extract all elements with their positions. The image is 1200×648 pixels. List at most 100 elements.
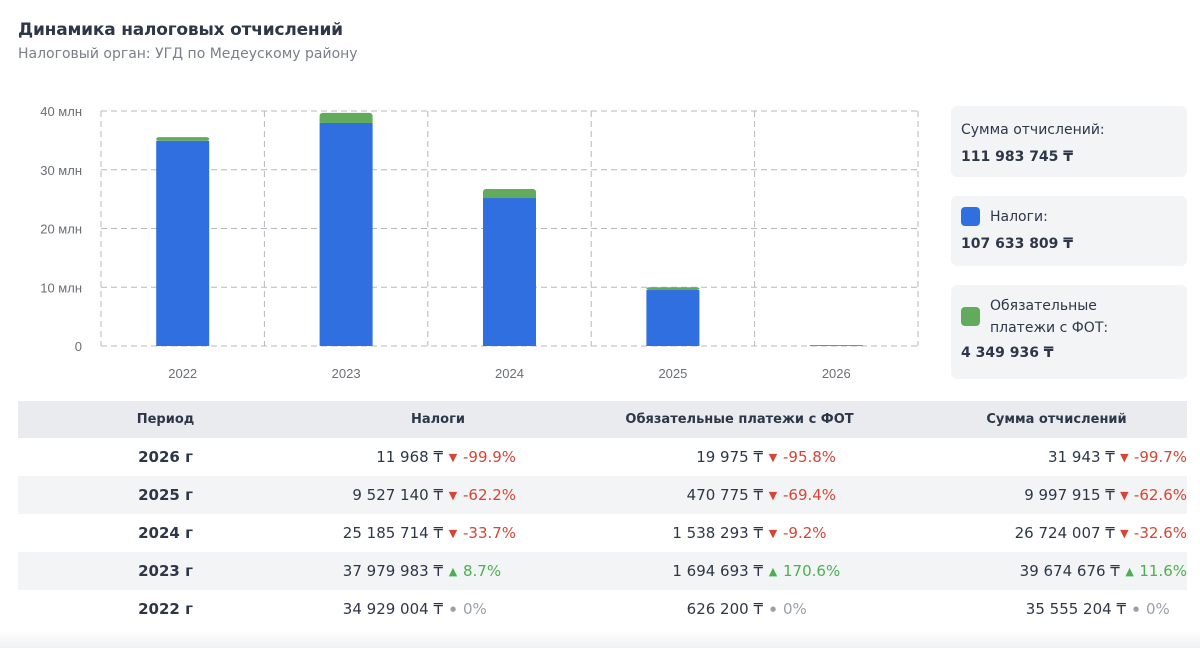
header-sum[interactable]: Сумма отчислений <box>986 412 1127 427</box>
cell-amount: 1 694 693 ₸ <box>672 562 763 580</box>
cell-amount: 9 527 140 ₸ <box>352 486 443 504</box>
summary-fot-card[interactable]: Обязательные платежи с ФОТ: 4 349 936 ₸ <box>951 285 1187 379</box>
cell-period: 2025 г <box>138 486 193 504</box>
cell-amount: 34 929 004 ₸ <box>342 600 443 618</box>
table-cell: 35 555 204 ₸ ● 0% <box>886 600 1187 618</box>
trend-neutral-icon: ● <box>449 605 457 613</box>
page-title: Динамика налоговых отчислений <box>18 20 343 40</box>
summary-total-card: Сумма отчислений: 111 983 745 ₸ <box>951 106 1187 177</box>
cell-amount: 470 775 ₸ <box>686 486 763 504</box>
cell-amount: 1 538 293 ₸ <box>672 524 763 542</box>
table-cell: 11 968 ₸ ▼ -99.9% <box>313 448 533 466</box>
header-taxes[interactable]: Налоги <box>410 412 465 427</box>
table-cell: 470 775 ₸ ▼ -69.4% <box>533 486 886 504</box>
table-body: 2026 г 11 968 ₸ ▼ -99.9% 19 975 ₸ ▼ -95.8% 31 9… <box>18 438 1187 628</box>
cell-change-percent: -62.6% <box>1133 486 1187 504</box>
fot-legend-swatch-icon <box>961 307 980 326</box>
cell-change-percent: -9.2% <box>783 524 827 542</box>
cell-change-percent: 8.7% <box>463 562 502 580</box>
trend-up-icon: ▲ <box>448 564 458 578</box>
table-cell: 1 694 693 ₸ ▲ 170.6% <box>533 562 886 580</box>
cell-change-percent: 0% <box>463 600 487 618</box>
table-row[interactable]: 2022 г 34 929 004 ₸ ● 0% 626 200 ₸ ● 0% 35 555 … <box>18 590 1187 628</box>
trend-neutral-icon: ● <box>769 605 777 613</box>
cell-amount: 37 979 983 ₸ <box>342 562 443 580</box>
summary-taxes-label: Налоги: <box>990 209 1048 225</box>
header-fot[interactable]: Обязательные платежи с ФОТ <box>625 412 854 427</box>
table-header: Период Налоги Обязательные платежи с ФОТ… <box>18 401 1187 438</box>
bar-taxes-2024[interactable] <box>483 198 536 346</box>
table-cell: 37 979 983 ₸ ▲ 8.7% <box>313 562 533 580</box>
table-cell: 34 929 004 ₸ ● 0% <box>313 600 533 618</box>
table-row[interactable]: 2024 г 25 185 714 ₸ ▼ -33.7% 1 538 293 ₸ ▼ -9.… <box>18 514 1187 552</box>
page-subtitle: Налоговый орган: УГД по Медеускому район… <box>18 46 358 62</box>
bar-segment-joint <box>483 194 536 199</box>
cell-change-percent: -32.6% <box>1133 524 1187 542</box>
cell-period: 2024 г <box>138 524 193 542</box>
cell-change-percent: 0% <box>1146 600 1170 618</box>
cell-change-percent: -95.8% <box>783 448 837 466</box>
trend-down-icon: ▼ <box>1120 450 1129 464</box>
cell-period: 2023 г <box>138 562 193 580</box>
trend-down-icon: ▼ <box>1120 488 1129 502</box>
summary-fot-label-line2: платежи с ФОТ: <box>990 320 1109 336</box>
y-tick-label: 10 млн <box>40 280 82 295</box>
trend-down-icon: ▼ <box>1120 526 1129 540</box>
cell-change-percent: 170.6% <box>783 562 841 580</box>
bar-taxes-2022[interactable] <box>156 140 210 346</box>
bar-fot-2025[interactable] <box>646 287 700 291</box>
tax-chart: 0 10 млн 20 млн 30 млн 40 млн 2022 2023 2024 202… <box>20 95 940 395</box>
cell-amount: 19 975 ₸ <box>696 448 763 466</box>
cell-amount: 626 200 ₸ <box>686 600 763 618</box>
header: Динамика налоговых отчислений Налоговый … <box>18 20 358 62</box>
cell-period: 2022 г <box>138 600 193 618</box>
cell-amount: 25 185 714 ₸ <box>342 524 443 542</box>
bar-fot-2026[interactable] <box>809 345 863 346</box>
bar-fot-2022[interactable] <box>156 137 210 141</box>
header-period[interactable]: Период <box>136 412 195 427</box>
cell-amount: 35 555 204 ₸ <box>1025 600 1126 618</box>
trend-down-icon: ▼ <box>768 450 778 464</box>
table-row[interactable]: 2023 г 37 979 983 ₸ ▲ 8.7% 1 694 693 ₸ ▲ 170.6… <box>18 552 1187 590</box>
bar-taxes-2025[interactable] <box>646 290 700 346</box>
table-cell: 26 724 007 ₸ ▼ -32.6% <box>886 524 1187 542</box>
cell-amount: 39 674 676 ₸ <box>1019 562 1120 580</box>
trend-down-icon: ▼ <box>448 488 458 502</box>
table-cell: 25 185 714 ₸ ▼ -33.7% <box>313 524 533 542</box>
table-cell: 1 538 293 ₸ ▼ -9.2% <box>533 524 886 542</box>
cell-amount: 9 997 915 ₸ <box>1024 486 1115 504</box>
x-tick-label: 2024 <box>495 366 524 381</box>
trend-down-icon: ▼ <box>448 450 458 464</box>
trend-down-icon: ▼ <box>768 526 778 540</box>
summary-fot-value: 4 349 936 ₸ <box>961 345 1054 361</box>
x-tick-label: 2023 <box>332 366 361 381</box>
summary-fot-label-line1: Обязательные <box>990 298 1097 314</box>
y-tick-label: 30 млн <box>40 163 82 178</box>
cell-change-percent: 0% <box>783 600 807 618</box>
cell-period: 2026 г <box>138 448 193 466</box>
trend-down-icon: ▼ <box>448 526 458 540</box>
trend-up-icon: ▲ <box>1125 564 1134 578</box>
table-row[interactable]: 2026 г 11 968 ₸ ▼ -99.9% 19 975 ₸ ▼ -95.8% 31 9… <box>18 438 1187 476</box>
summary-taxes-value: 107 633 809 ₸ <box>961 236 1074 252</box>
cell-change-percent: -33.7% <box>463 524 517 542</box>
x-tick-label: 2026 <box>822 366 851 381</box>
cell-change-percent: 11.6% <box>1139 562 1187 580</box>
taxes-legend-swatch-icon <box>961 207 980 226</box>
summary-taxes-card[interactable]: Налоги: 107 633 809 ₸ <box>951 196 1187 266</box>
cell-amount: 26 724 007 ₸ <box>1014 524 1115 542</box>
bar-segment-joint <box>319 118 373 123</box>
x-tick-label: 2022 <box>168 366 197 381</box>
bar-taxes-2023[interactable] <box>319 122 373 346</box>
bottom-fade <box>0 630 1200 648</box>
chart-svg: 0 10 млн 20 млн 30 млн 40 млн 2022 2023 2024 202… <box>40 104 919 381</box>
cell-change-percent: -99.7% <box>1133 448 1187 466</box>
table-cell: 9 997 915 ₸ ▼ -62.6% <box>886 486 1187 504</box>
period-table: Период Налоги Обязательные платежи с ФОТ… <box>18 401 1187 628</box>
x-tick-label: 2025 <box>658 366 687 381</box>
trend-up-icon: ▲ <box>768 564 778 578</box>
table-row[interactable]: 2025 г 9 527 140 ₸ ▼ -62.2% 470 775 ₸ ▼ -69.4%… <box>18 476 1187 514</box>
table-cell: 39 674 676 ₸ ▲ 11.6% <box>886 562 1187 580</box>
table-cell: 9 527 140 ₸ ▼ -62.2% <box>313 486 533 504</box>
table-cell: 31 943 ₸ ▼ -99.7% <box>886 448 1187 466</box>
